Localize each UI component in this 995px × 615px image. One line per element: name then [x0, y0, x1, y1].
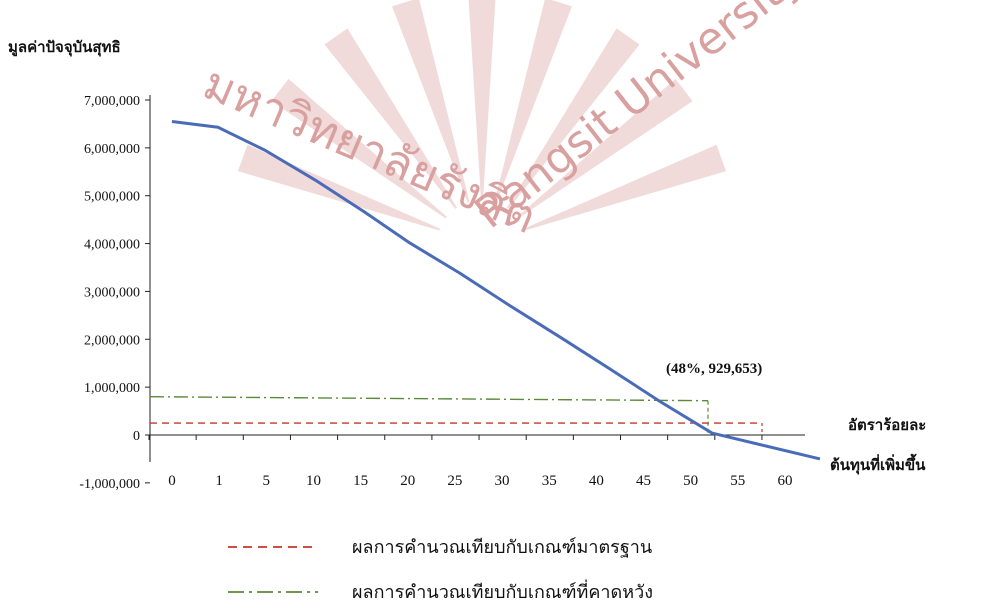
- x-tick-label: 0: [168, 473, 176, 489]
- x-axis-title-line2: ต้นทุนที่เพิ่มขึ้น: [830, 453, 926, 475]
- x-tick-label: 15: [353, 473, 368, 489]
- reference-line-expected: [150, 397, 708, 401]
- legend-label-expected: ผลการคำนวณเทียบกับเกณฑ์ที่คาดหวัง: [352, 579, 653, 602]
- x-tick-label: 40: [589, 473, 604, 489]
- x-tick-label: 55: [730, 473, 745, 489]
- y-tick-label: 1,000,000: [84, 381, 140, 396]
- x-tick-label: 20: [400, 473, 415, 489]
- y-axis-ticks: -1,000,000 0 1,000,000 2,000,000 3,000,000 4,…: [79, 94, 150, 492]
- legend-label-standard: ผลการคำนวณเทียบกับเกณฑ์มาตรฐาน: [352, 537, 652, 558]
- watermark: มหาวิทยาลัยรังสิต Rangsit University: [196, 0, 813, 244]
- y-tick-label: 0: [133, 429, 140, 444]
- annotation-label: (48%, 929,653): [666, 361, 762, 377]
- y-tick-label: 7,000,000: [84, 94, 140, 109]
- x-tick-label: 45: [636, 473, 651, 489]
- x-tick-label: 5: [263, 473, 271, 489]
- x-tick-label: 10: [306, 473, 321, 489]
- y-tick-label: 6,000,000: [84, 142, 140, 157]
- x-tick-label: 50: [683, 473, 698, 489]
- legend: ผลการคำนวณเทียบกับเกณฑ์มาตรฐาน ผลการคำนว…: [228, 537, 653, 602]
- y-tick-label: 4,000,000: [84, 238, 140, 253]
- y-tick-label: 3,000,000: [84, 285, 140, 300]
- x-tick-label: 60: [777, 473, 792, 489]
- y-tick-label: -1,000,000: [79, 477, 140, 492]
- y-tick-label: 2,000,000: [84, 333, 140, 348]
- x-tick-label: 35: [542, 473, 557, 489]
- y-tick-label: 5,000,000: [84, 190, 140, 205]
- x-tick-label: 1: [215, 473, 223, 489]
- x-tick-label: 25: [447, 473, 462, 489]
- x-axis-title-line1: อัตราร้อยละ: [848, 417, 926, 434]
- reference-lines: [150, 397, 762, 435]
- x-tick-label: 30: [495, 473, 510, 489]
- y-axis-title: มูลค่าปัจจุบันสุทธิ: [8, 38, 121, 57]
